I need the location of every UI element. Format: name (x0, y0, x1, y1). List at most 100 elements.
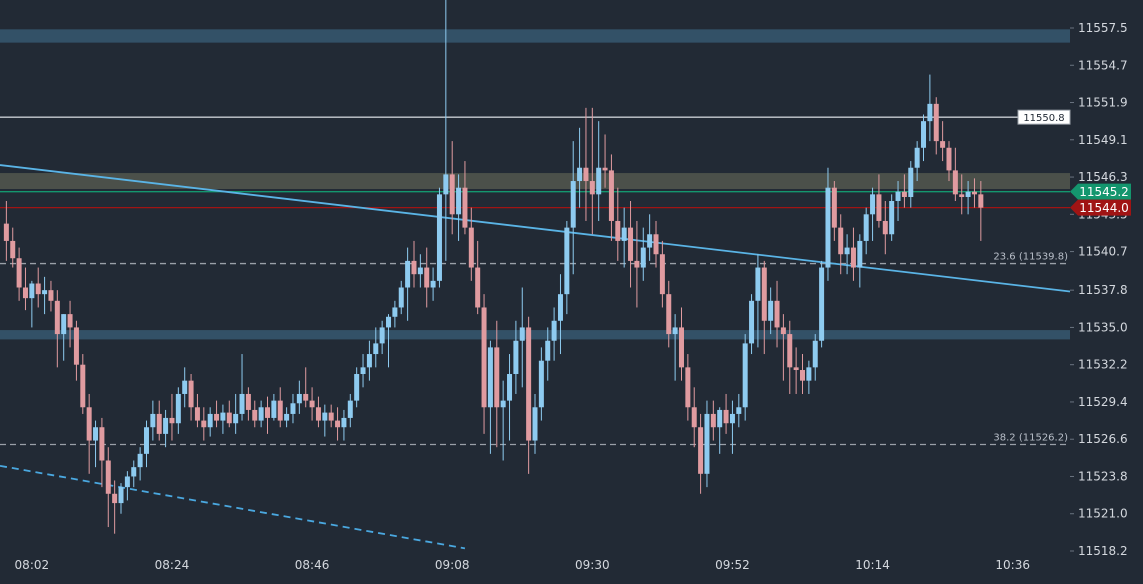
candle-body (545, 340, 551, 361)
trendline[interactable] (0, 464, 466, 550)
candle-body (182, 380, 188, 394)
candle-body (538, 360, 544, 408)
candle (774, 280, 780, 348)
candle (220, 404, 226, 434)
candle-body (889, 201, 895, 235)
candle (857, 234, 863, 288)
candle-body (507, 374, 513, 401)
candle-body (220, 412, 226, 421)
x-tick-label: 09:30 (575, 558, 610, 572)
candle-body (487, 347, 493, 408)
time-axis[interactable]: 08:02 08:24 08:46 09:08 09:30 09:52 10:14 10:36 (15, 558, 1030, 572)
candle-body (621, 227, 627, 241)
y-tick-label: 11554.7 (1078, 58, 1128, 72)
candle-body (557, 294, 563, 321)
price-tags: 11550.8 11545.2 11544.0 (1017, 109, 1131, 216)
candle (73, 320, 79, 381)
candle-body (704, 413, 710, 474)
candle (768, 287, 774, 335)
y-tick-label: 11532.2 (1078, 358, 1128, 372)
candle-body (602, 167, 608, 171)
candle-body (978, 194, 984, 208)
candle (647, 214, 653, 261)
candle (901, 174, 907, 208)
candle (379, 320, 385, 355)
candle-body (277, 400, 283, 421)
candle (959, 174, 965, 215)
candle (354, 367, 360, 408)
candle (137, 447, 143, 481)
candle-body (163, 417, 169, 434)
candle-body (169, 417, 175, 424)
candle (188, 374, 194, 421)
candle (392, 300, 398, 328)
candle (296, 380, 302, 414)
candle-body (436, 194, 442, 281)
candle-body (863, 214, 869, 241)
candle-body (819, 267, 825, 341)
candle (921, 114, 927, 162)
candle (933, 97, 939, 155)
y-tick-label: 11521.0 (1078, 507, 1128, 521)
price-zone (0, 330, 1070, 340)
candle (456, 174, 462, 241)
candle (640, 227, 646, 281)
candle-body (42, 290, 48, 295)
candle (258, 400, 264, 428)
price-tag-box (1070, 183, 1131, 200)
candle-body (411, 260, 417, 275)
candles (3, 0, 984, 534)
y-tick-label: 11526.6 (1078, 432, 1128, 446)
candle (678, 307, 684, 381)
candle-body (405, 260, 411, 288)
candle (35, 267, 41, 308)
trendline[interactable] (0, 164, 1071, 293)
candle (717, 407, 723, 454)
candle (749, 294, 755, 355)
candle (245, 387, 251, 421)
candle-body (67, 314, 73, 328)
candle (519, 287, 525, 388)
candle-body (271, 400, 277, 418)
x-tick-label: 08:02 (15, 558, 50, 572)
candle (927, 74, 933, 142)
candle-body (921, 121, 927, 148)
candle-body (118, 487, 124, 504)
candle (309, 387, 315, 421)
candle (163, 409, 169, 448)
candle (971, 178, 977, 208)
candle-body (258, 407, 264, 421)
candle (3, 201, 9, 261)
candle-body (850, 247, 856, 268)
candle-body (290, 403, 296, 414)
candle (532, 393, 538, 454)
candle (621, 207, 627, 268)
candle (831, 181, 837, 241)
x-tick-label: 09:08 (435, 558, 470, 572)
candle-body (768, 300, 774, 321)
candle-body (965, 191, 971, 198)
candle (436, 187, 442, 288)
candle (131, 460, 137, 488)
candle (239, 354, 245, 421)
candle (602, 134, 608, 188)
candle-body (3, 223, 9, 241)
candle (513, 320, 519, 394)
candle (723, 393, 729, 434)
candle-body (749, 300, 755, 344)
candle-body (914, 147, 920, 168)
candle-body (194, 407, 200, 421)
candle-body (653, 234, 659, 255)
price-axis[interactable]: 11557.511554.711551.911549.111546.311543… (1070, 21, 1128, 558)
fib-level-label: 23.6 (11539.8) (993, 252, 1068, 263)
candle (265, 396, 270, 434)
candle-body (105, 460, 111, 494)
candle (825, 167, 831, 281)
candle-body (691, 407, 697, 428)
candle-body (774, 300, 780, 328)
candle (417, 254, 423, 288)
trendlines[interactable] (0, 164, 1071, 550)
candle (303, 367, 309, 408)
